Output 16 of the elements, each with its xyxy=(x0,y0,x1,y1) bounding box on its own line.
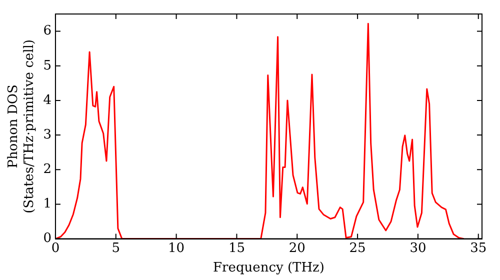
y-axis-title: Phonon DOS (States/THz·primitive cell) xyxy=(6,39,37,214)
x-tick-label: 5 xyxy=(112,240,120,256)
y-tick-label: 4 xyxy=(43,92,52,108)
y-tick-label: 6 xyxy=(43,24,52,39)
x-tick-label: 15 xyxy=(228,240,245,256)
x-tick-label: 20 xyxy=(288,240,306,256)
y-tick-label: 5 xyxy=(43,58,52,74)
x-tick-label: 30 xyxy=(410,240,426,256)
y-tick-label: 1 xyxy=(43,196,52,212)
x-axis-title: Frequency (THz) xyxy=(213,260,324,276)
y-tick-label: 3 xyxy=(43,127,52,142)
y-tick-label: 0 xyxy=(43,231,52,246)
x-tick-label: 35 xyxy=(470,240,487,256)
y-tick-label: 2 xyxy=(43,162,52,178)
x-tick-label: 25 xyxy=(349,240,366,256)
x-tick-label: 10 xyxy=(168,240,185,256)
